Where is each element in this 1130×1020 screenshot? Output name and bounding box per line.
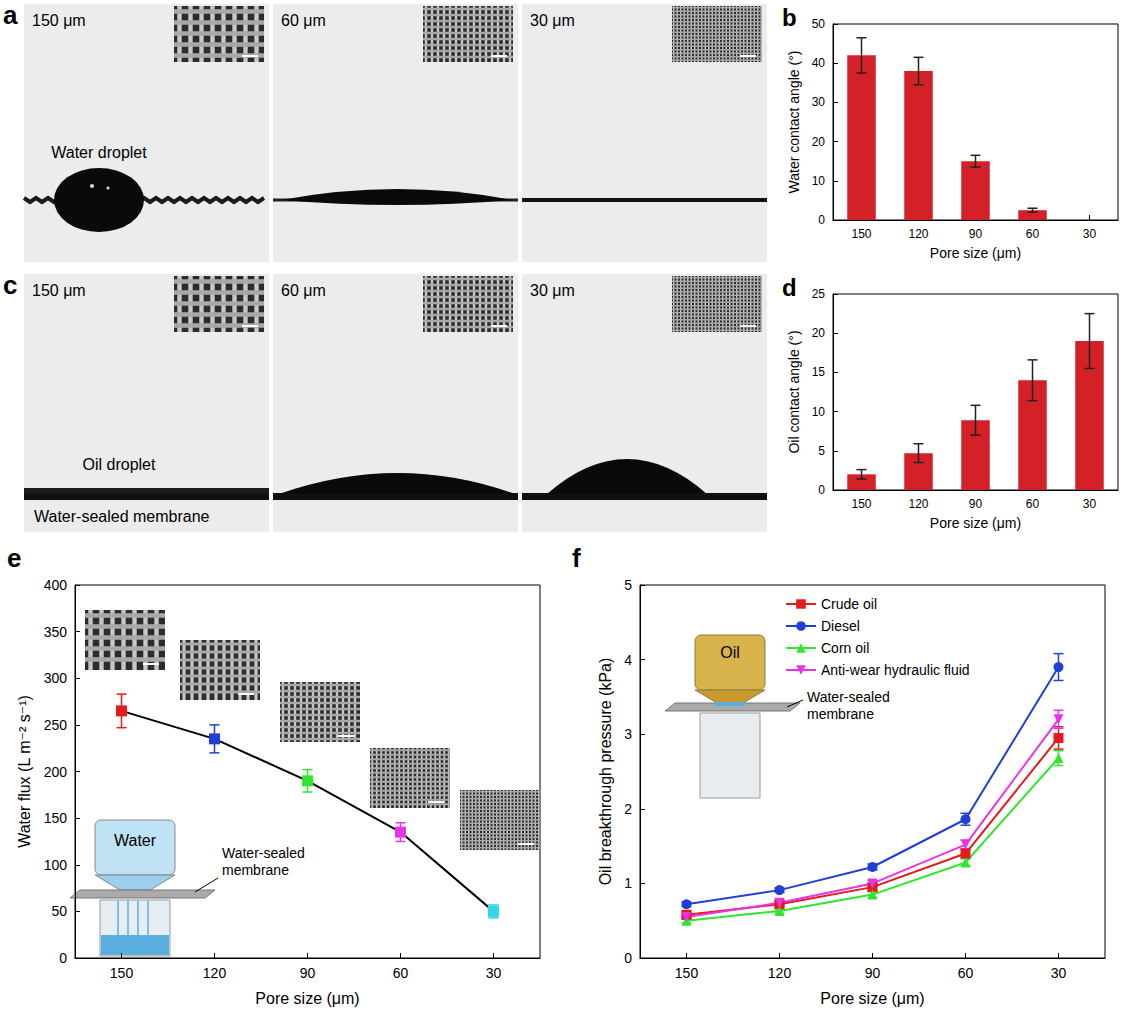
svg-text:Water-sealed: Water-sealed [222,845,305,861]
svg-text:Water flux (L m⁻² s⁻¹): Water flux (L m⁻² s⁻¹) [16,695,33,848]
svg-text:Water-sealed: Water-sealed [807,689,890,705]
svg-text:Oil breakthrough pressure (kPa: Oil breakthrough pressure (kPa) [597,658,614,886]
svg-text:60 μm: 60 μm [281,282,326,299]
svg-text:3: 3 [624,726,632,742]
svg-text:25: 25 [812,287,826,301]
svg-text:membrane: membrane [222,862,289,878]
svg-text:Pore size (μm): Pore size (μm) [930,245,1021,261]
svg-text:120: 120 [908,227,928,241]
svg-text:Oil droplet: Oil droplet [83,456,156,473]
svg-text:Oil: Oil [720,644,740,661]
svg-text:90: 90 [865,965,881,981]
svg-text:2: 2 [624,801,632,817]
svg-text:b: b [782,4,797,31]
svg-text:e: e [7,543,21,573]
svg-text:150: 150 [44,810,68,826]
svg-text:0: 0 [624,950,632,966]
svg-text:15: 15 [812,365,826,379]
svg-text:Pore size (μm): Pore size (μm) [820,990,924,1007]
svg-text:20: 20 [812,135,826,149]
svg-text:20: 20 [812,326,826,340]
svg-text:Water droplet: Water droplet [51,144,147,161]
svg-text:30: 30 [1083,227,1097,241]
svg-text:60: 60 [393,965,409,981]
svg-text:30 μm: 30 μm [530,282,575,299]
svg-text:Pore size (μm): Pore size (μm) [930,515,1021,531]
svg-text:40: 40 [812,56,826,70]
svg-text:5: 5 [818,444,825,458]
svg-text:10: 10 [812,174,826,188]
svg-text:150 μm: 150 μm [32,282,86,299]
svg-text:5: 5 [624,577,632,593]
svg-text:membrane: membrane [807,706,874,722]
svg-text:60: 60 [958,965,974,981]
svg-text:30: 30 [1083,497,1097,511]
svg-text:Water: Water [114,832,157,849]
svg-text:30 μm: 30 μm [530,12,575,29]
svg-text:120: 120 [908,497,928,511]
svg-text:150: 150 [851,497,871,511]
svg-text:120: 120 [768,965,792,981]
svg-text:Diesel: Diesel [821,618,860,634]
svg-text:350: 350 [44,624,68,640]
svg-text:Water contact angle (°): Water contact angle (°) [786,51,802,194]
svg-text:Anti-wear hydraulic fluid: Anti-wear hydraulic fluid [821,662,970,678]
svg-text:150: 150 [675,965,699,981]
svg-text:300: 300 [44,670,68,686]
svg-text:200: 200 [44,764,68,780]
svg-text:150 μm: 150 μm [32,12,86,29]
svg-text:50: 50 [51,903,67,919]
svg-text:30: 30 [1051,965,1067,981]
svg-text:f: f [572,543,581,573]
svg-text:0: 0 [818,213,825,227]
svg-text:1: 1 [624,875,632,891]
svg-text:30: 30 [812,95,826,109]
svg-text:400: 400 [44,577,68,593]
svg-text:60: 60 [1026,497,1040,511]
svg-text:100: 100 [44,857,68,873]
svg-text:Crude oil: Crude oil [821,596,877,612]
svg-text:Water-sealed membrane: Water-sealed membrane [34,508,210,525]
svg-text:50: 50 [812,17,826,31]
svg-text:60: 60 [1026,227,1040,241]
svg-text:4: 4 [624,652,632,668]
svg-text:Pore size (μm): Pore size (μm) [255,990,359,1007]
svg-text:90: 90 [969,227,983,241]
svg-text:a: a [3,0,18,30]
svg-text:Corn oil: Corn oil [821,640,869,656]
svg-text:120: 120 [203,965,227,981]
svg-text:0: 0 [818,483,825,497]
svg-text:150: 150 [851,227,871,241]
svg-text:d: d [782,274,797,301]
svg-text:Oil contact angle (°): Oil contact angle (°) [786,330,802,453]
svg-text:90: 90 [969,497,983,511]
svg-text:250: 250 [44,717,68,733]
svg-text:60 μm: 60 μm [281,12,326,29]
svg-text:10: 10 [812,405,826,419]
svg-text:150: 150 [110,965,134,981]
svg-text:c: c [3,270,17,300]
svg-text:90: 90 [300,965,316,981]
svg-text:30: 30 [486,965,502,981]
svg-text:0: 0 [59,950,67,966]
